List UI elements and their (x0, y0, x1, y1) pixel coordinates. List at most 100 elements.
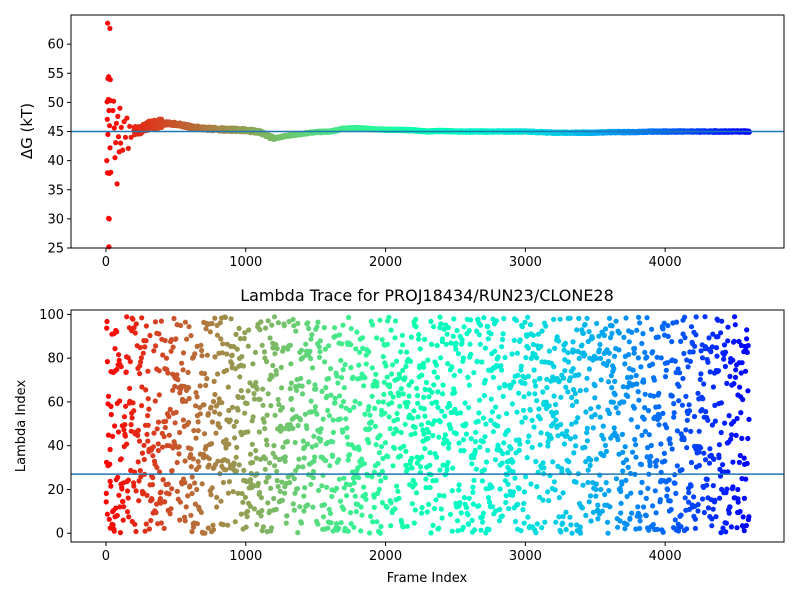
lambda-point (161, 434, 167, 440)
lambda-point (442, 432, 448, 438)
lambda-point (436, 525, 442, 531)
lambda-point (428, 318, 434, 324)
lambda-point (378, 444, 385, 450)
lambda-point (582, 352, 588, 358)
lambda-point (477, 444, 483, 450)
lambda-point (418, 464, 424, 470)
lambda-point (358, 504, 364, 510)
lambda-point (103, 499, 109, 505)
free-energy-point (106, 74, 112, 80)
lambda-point (348, 365, 354, 371)
lambda-point (437, 467, 443, 473)
lambda-point (336, 476, 342, 482)
lambda-point (480, 510, 486, 516)
lambda-point (367, 530, 373, 536)
lambda-point (128, 422, 134, 428)
lambda-point (345, 457, 351, 463)
lambda-point (182, 319, 188, 325)
lambda-point (268, 403, 274, 409)
lambda-point (188, 512, 194, 518)
lambda-point (577, 530, 584, 536)
lambda-point (359, 456, 365, 462)
lambda-point (124, 488, 131, 494)
lambda-point (328, 392, 334, 398)
lambda-point (543, 323, 549, 329)
lambda-point (639, 432, 645, 438)
free-energy-point (111, 125, 117, 131)
lambda-point (606, 315, 613, 321)
lambda-point (225, 522, 231, 528)
lambda-point (459, 337, 465, 343)
lambda-point (145, 396, 151, 402)
lambda-point (187, 483, 193, 489)
lambda-point (253, 448, 259, 454)
lambda-point (185, 369, 191, 375)
lambda-point (425, 357, 431, 363)
lambda-point (522, 380, 528, 387)
lambda-point (330, 453, 336, 459)
lambda-point (107, 461, 113, 467)
lambda-point (336, 457, 342, 463)
lambda-point (486, 499, 493, 505)
lambda-point (628, 490, 634, 496)
lambda-point (352, 398, 358, 404)
lambda-point (135, 427, 141, 433)
lambda-point (396, 392, 402, 399)
lambda-point (114, 512, 120, 519)
lambda-point (114, 329, 120, 335)
lambda-point (150, 444, 156, 450)
lambda-point (274, 346, 280, 352)
lambda-point (212, 354, 218, 360)
lambda-point (490, 429, 496, 435)
lambda-point (440, 382, 446, 388)
lambda-point (264, 412, 270, 418)
lambda-point (249, 441, 255, 447)
lambda-point (166, 432, 172, 438)
lambda-point (352, 493, 358, 499)
lambda-point (633, 454, 639, 460)
lambda-point (171, 315, 177, 322)
lambda-point (622, 444, 628, 450)
lambda-point (104, 318, 110, 325)
lambda-point (607, 504, 613, 510)
lambda-point (170, 344, 176, 350)
lambda-point (274, 477, 280, 484)
lambda-point (635, 389, 641, 395)
lambda-point (490, 374, 496, 380)
lambda-point (188, 446, 194, 452)
lambda-point (527, 407, 534, 413)
lambda-point (563, 384, 569, 390)
lambda-point (369, 365, 375, 371)
lambda-point (226, 441, 232, 447)
lambda-point (193, 435, 199, 441)
lambda-point (623, 457, 630, 463)
lambda-point (593, 486, 599, 493)
lambda-point (640, 331, 646, 337)
lambda-point (590, 425, 596, 431)
lambda-point (642, 349, 648, 355)
lambda-point (144, 492, 150, 498)
lambda-point (188, 452, 194, 458)
lambda-point (261, 419, 267, 425)
lambda-point (486, 526, 492, 533)
lambda-point (190, 456, 196, 462)
lambda-point (301, 508, 307, 514)
lambda-point (279, 385, 285, 391)
lambda-point (584, 375, 590, 381)
lambda-point (174, 488, 180, 494)
lambda-point (456, 482, 462, 488)
lambda-point (316, 487, 322, 493)
lambda-point (294, 387, 300, 393)
lambda-point (466, 405, 472, 411)
lambda-point (560, 513, 566, 520)
lambda-point (214, 504, 220, 510)
lambda-point (180, 350, 187, 356)
lambda-point (384, 374, 390, 380)
lambda-point (124, 314, 130, 320)
lambda-point (143, 338, 149, 344)
lambda-point (147, 332, 153, 339)
lambda-point (431, 505, 438, 512)
x-tick-label: 3000 (509, 255, 542, 270)
lambda-point (196, 464, 202, 470)
lambda-point (618, 510, 624, 516)
